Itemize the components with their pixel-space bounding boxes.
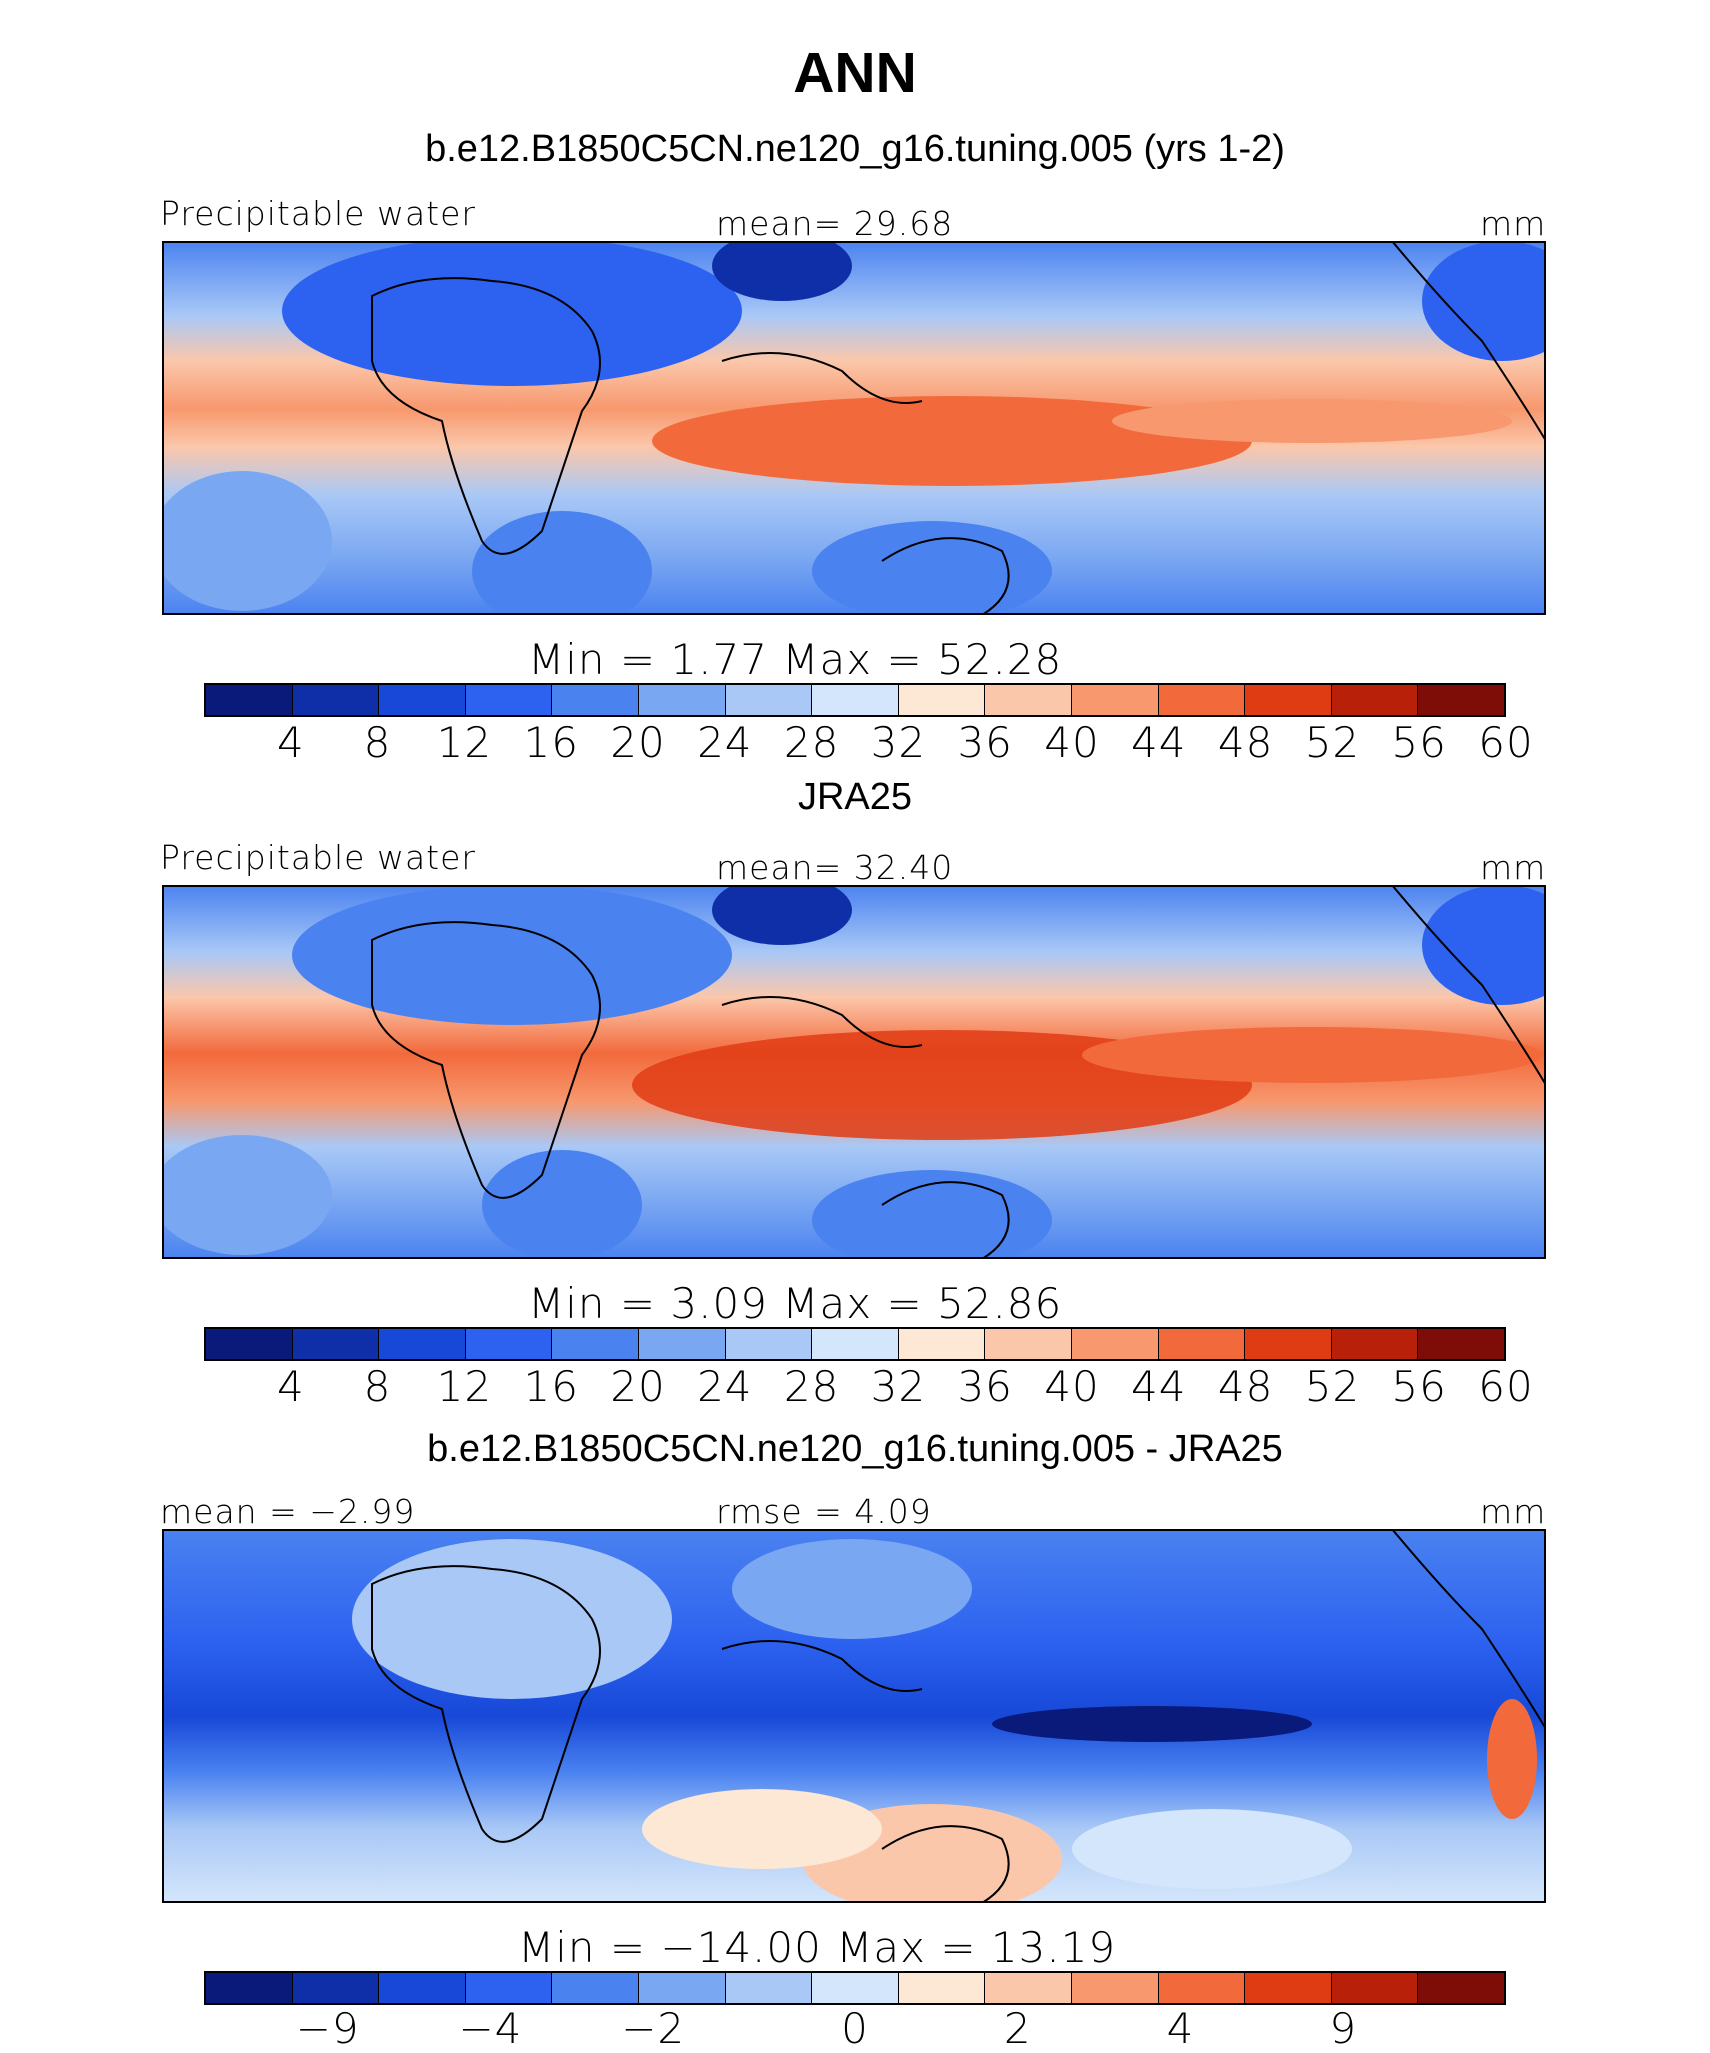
africa-outline: [371, 277, 601, 555]
panel-2-colorbar: [204, 1327, 1506, 1361]
panel-3-rmse-label: rmse = 4.09: [716, 1492, 932, 1531]
australia-region: [812, 521, 1052, 615]
panel-1-tick: 24: [697, 718, 753, 767]
panel-1-tick: 40: [1044, 718, 1100, 767]
panel-1-tick: 52: [1304, 718, 1361, 767]
panel-2-tick: 48: [1217, 1362, 1274, 1411]
panel-3-mean-label: mean = −2.99: [160, 1492, 416, 1531]
tibet-dry-region: [712, 241, 852, 301]
panel-2-map: [162, 885, 1546, 1259]
north-america-region: [1422, 885, 1546, 1005]
australia-region: [812, 1170, 1052, 1259]
panel-3-tick: −4: [458, 2004, 523, 2053]
panel-3-tick: 9: [1329, 2004, 1358, 2053]
panel-1-tick: 16: [523, 718, 579, 767]
panel-3-colorbar-ticks: −9 −4 −2 0 2 4 9: [204, 2004, 1506, 2053]
panel-2-tick: 28: [783, 1362, 840, 1411]
panel-2-tick: 12: [436, 1362, 493, 1411]
panel-2-tick: 4: [276, 1362, 305, 1411]
panel-3-minmax: Min = −14.00 Max = 13.19: [518, 1923, 1117, 1972]
australia-outline: [881, 537, 1010, 615]
panel-1-tick: 4: [276, 718, 305, 767]
africa-outline: [371, 921, 601, 1199]
sahara-dry-region: [282, 241, 742, 386]
main-title: ANN: [793, 41, 917, 105]
panel-2-tick: 52: [1304, 1362, 1361, 1411]
panel-2-units-label: mm: [1480, 848, 1547, 887]
panel-3-tick: 0: [841, 2004, 869, 2053]
asia-coast-outline: [721, 996, 923, 1048]
panel-3-tick: 4: [1166, 2004, 1195, 2053]
panel-3-tick: −9: [295, 2004, 360, 2053]
panel-1-title: b.e12.B1850C5CN.ne120_g16.tuning.005 (yr…: [425, 128, 1285, 170]
panel-2-tick: 8: [363, 1362, 392, 1411]
southern-africa-region: [472, 511, 652, 615]
asia-small-bias: [732, 1539, 972, 1639]
panel-2-tick: 44: [1131, 1362, 1187, 1411]
panel-2-minmax: Min = 3.09 Max = 52.86: [528, 1279, 1063, 1328]
southern-africa-region: [482, 1150, 642, 1259]
panel-1-map: [162, 241, 1546, 615]
itcz-region: [1112, 399, 1512, 443]
sahara-dry-region: [292, 885, 732, 1025]
panel-2-colorbar-ticks: 4 8 12 16 20 24 28 32 36 40 44 48 52 56 …: [204, 1362, 1533, 1412]
asia-coast-outline: [721, 1640, 923, 1692]
pacific-dry-bias: [992, 1706, 1312, 1742]
panel-3-tick: −2: [621, 2004, 686, 2053]
panel-3-colorbar: [204, 1971, 1506, 2005]
panel-2-tick: 16: [523, 1362, 579, 1411]
panel-1-tick: 8: [363, 718, 392, 767]
panel-1-colorbar: [204, 683, 1506, 717]
americas-outline: [1391, 241, 1546, 442]
panel-1-mean-label: mean= 29.68: [716, 204, 954, 243]
panel-1-tick: 44: [1131, 718, 1187, 767]
americas-outline: [1391, 885, 1546, 1086]
panel-2-tick: 40: [1044, 1362, 1100, 1411]
panel-2-tick: 56: [1391, 1362, 1447, 1411]
south-america-region: [162, 1135, 332, 1255]
panel-3-units-label: mm: [1480, 1492, 1547, 1531]
panel-2-variable-label: Precipitable water: [160, 838, 476, 877]
andes-moist-bias: [1487, 1699, 1537, 1819]
panel-2-tick: 20: [610, 1362, 666, 1411]
panel-1-tick: 48: [1217, 718, 1274, 767]
australia-outline: [881, 1825, 1010, 1903]
north-america-region: [1422, 241, 1546, 361]
panel-1-units-label: mm: [1480, 204, 1547, 243]
americas-outline: [1391, 1529, 1546, 1730]
africa-small-bias: [352, 1539, 672, 1699]
panel-1-tick: 20: [610, 718, 666, 767]
tibet-dry-region: [712, 885, 852, 945]
south-pacific-bias: [1072, 1809, 1352, 1889]
panel-1-colorbar-ticks: 4 8 12 16 20 24 28 32 36 40 44 48 52 56 …: [204, 718, 1533, 768]
panel-1-tick: 56: [1391, 718, 1447, 767]
panel-1-tick: 28: [783, 718, 840, 767]
panel-2-title: JRA25: [797, 776, 913, 818]
panel-1-tick: 32: [870, 718, 927, 767]
panel-1-minmax: Min = 1.77 Max = 52.28: [528, 635, 1063, 684]
south-america-region: [162, 471, 332, 611]
asia-coast-outline: [721, 352, 923, 404]
itcz-region: [1082, 1027, 1542, 1083]
panel-3-tick: 2: [1003, 2004, 1032, 2053]
panel-2-tick: 32: [870, 1362, 927, 1411]
panel-3-title: b.e12.B1850C5CN.ne120_g16.tuning.005 - J…: [427, 1428, 1283, 1470]
panel-2-tick: 24: [697, 1362, 753, 1411]
africa-outline: [371, 1565, 601, 1843]
panel-2-mean-label: mean= 32.40: [716, 848, 954, 887]
panel-1-tick: 36: [957, 718, 1013, 767]
panel-2-tick: 36: [957, 1362, 1013, 1411]
australia-outline: [881, 1181, 1010, 1259]
indian-ocean-moist-bias: [642, 1789, 882, 1869]
panel-1-variable-label: Precipitable water: [160, 194, 476, 233]
panel-1-tick: 60: [1478, 718, 1534, 767]
panel-2-tick: 60: [1478, 1362, 1534, 1411]
panel-1-tick: 12: [436, 718, 493, 767]
panel-3-map: [162, 1529, 1546, 1903]
warm-pool-region: [652, 396, 1252, 486]
